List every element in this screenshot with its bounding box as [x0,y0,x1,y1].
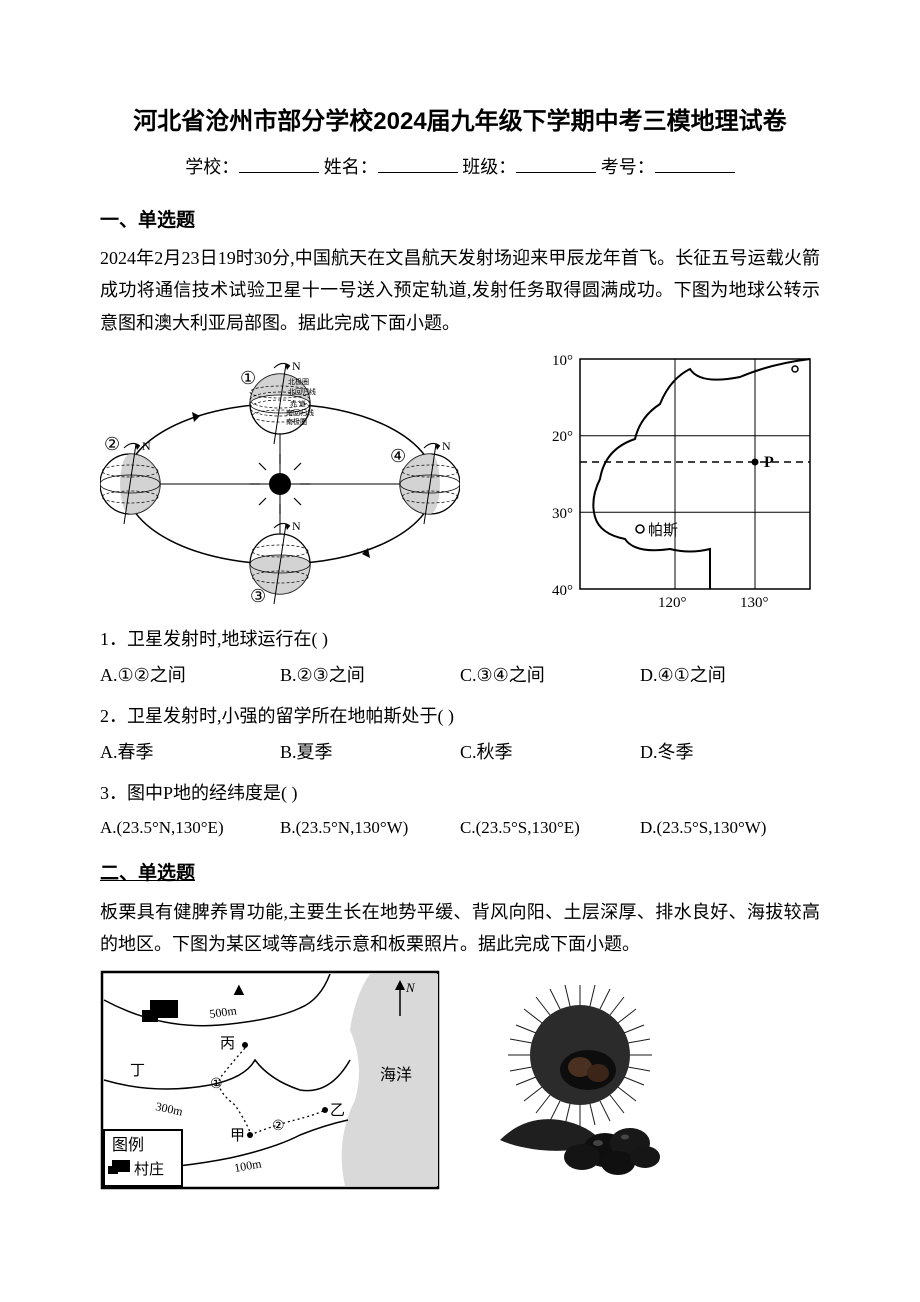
name-blank [378,155,458,173]
compass-icon: ▲ [230,979,248,999]
svg-text:N: N [292,519,301,533]
figure-row-1: N 北极圈 北回归线 赤 道 南回归线 南极圈 ① N [100,349,820,609]
q3-opt-b[interactable]: B.(23.5°N,130°W) [280,813,460,844]
exam-label: 考号： [601,157,655,177]
exam-title: 河北省沧州市部分学校2024届九年级下学期中考三模地理试卷 [100,100,820,143]
legend-title: 图例 [112,1136,144,1154]
svg-text:赤 道: 赤 道 [290,399,306,408]
perth-label: 帕斯 [648,522,678,539]
svg-text:北回归线: 北回归线 [288,387,316,396]
q2-options: A.春季 B.夏季 C.秋季 D.冬季 [100,736,820,768]
class-blank [516,155,596,173]
lat-30: 30° [552,506,573,522]
q3-stem: 3．图中P地的经纬度是( ) [100,777,820,809]
lon-130: 130° [740,595,769,609]
figure-row-2: 海洋 N ▲ 500m 300m 100m 丙 丁 [100,970,820,1190]
q1-opt-d[interactable]: D.④①之间 [640,659,820,691]
n-label: N [292,359,301,373]
orbit-figure: N 北极圈 北回归线 赤 道 南回归线 南极圈 ① N [100,354,460,604]
pos-3-label: ③ [250,586,266,604]
australia-figure: 10° 20° 30° 40° 120° 130° P 帕斯 [540,349,820,609]
lat-40: 40° [552,583,573,599]
q2-stem: 2．卫星发射时,小强的留学所在地帕斯处于( ) [100,700,820,732]
exam-blank [655,155,735,173]
path-1-label: ① [210,1077,223,1092]
svg-text:N: N [142,439,151,453]
pos-1-label: ① [240,368,256,388]
q2-opt-c[interactable]: C.秋季 [460,736,640,768]
q1-opt-a[interactable]: A.①②之间 [100,659,280,691]
school-label: 学校： [185,157,239,177]
q2-opt-a[interactable]: A.春季 [100,736,280,768]
ocean-label: 海洋 [380,1066,412,1084]
q2-opt-d[interactable]: D.冬季 [640,736,820,768]
svg-text:南极圈: 南极圈 [286,417,307,426]
svg-text:南回归线: 南回归线 [286,408,314,417]
section-2-passage: 板栗具有健脾养胃功能,主要生长在地势平缓、背风向阳、土层深厚、排水良好、海拔较高… [100,896,820,961]
pos-2-label: ② [104,434,120,454]
q3-opt-c[interactable]: C.(23.5°S,130°E) [460,813,640,844]
q1-stem: 1．卫星发射时,地球运行在( ) [100,623,820,655]
lat-20: 20° [552,429,573,445]
yi-label: 乙 [330,1103,345,1119]
q3-opt-d[interactable]: D.(23.5°S,130°W) [640,813,820,844]
q2-opt-b[interactable]: B.夏季 [280,736,460,768]
section-1-heading: 一、单选题 [100,204,820,238]
q3-options: A.(23.5°N,130°E) B.(23.5°N,130°W) C.(23.… [100,813,820,844]
svg-text:N: N [442,439,451,453]
section-1-passage: 2024年2月23日19时30分,中国航天在文昌航天发射场迎来甲辰龙年首飞。长征… [100,242,820,339]
legend-village: 村庄 [134,1160,164,1178]
ding-label: 丁 [130,1063,145,1079]
jia-label: 甲 [230,1128,245,1144]
point-p-label: P [764,454,774,471]
contour-figure: 海洋 N ▲ 500m 300m 100m 丙 丁 [100,970,440,1190]
pos-4-label: ④ [390,446,406,466]
name-label: 姓名： [324,157,378,177]
path-2-label: ② [272,1119,285,1134]
svg-text:北极圈: 北极圈 [288,377,309,386]
q1-opt-c[interactable]: C.③④之间 [460,659,640,691]
section-2-heading: 二、单选题 [100,857,820,891]
school-blank [239,155,319,173]
class-label: 班级： [462,157,516,177]
q1-options: A.①②之间 B.②③之间 C.③④之间 D.④①之间 [100,659,820,691]
lon-120: 120° [658,595,687,609]
compass-n: N [405,980,416,995]
lat-10: 10° [552,353,573,369]
q3-opt-a[interactable]: A.(23.5°N,130°E) [100,813,280,844]
chestnut-figure [470,985,700,1175]
bing-label: 丙 [220,1036,235,1052]
q1-opt-b[interactable]: B.②③之间 [280,659,460,691]
info-row: 学校： 姓名： 班级： 考号： [100,151,820,183]
